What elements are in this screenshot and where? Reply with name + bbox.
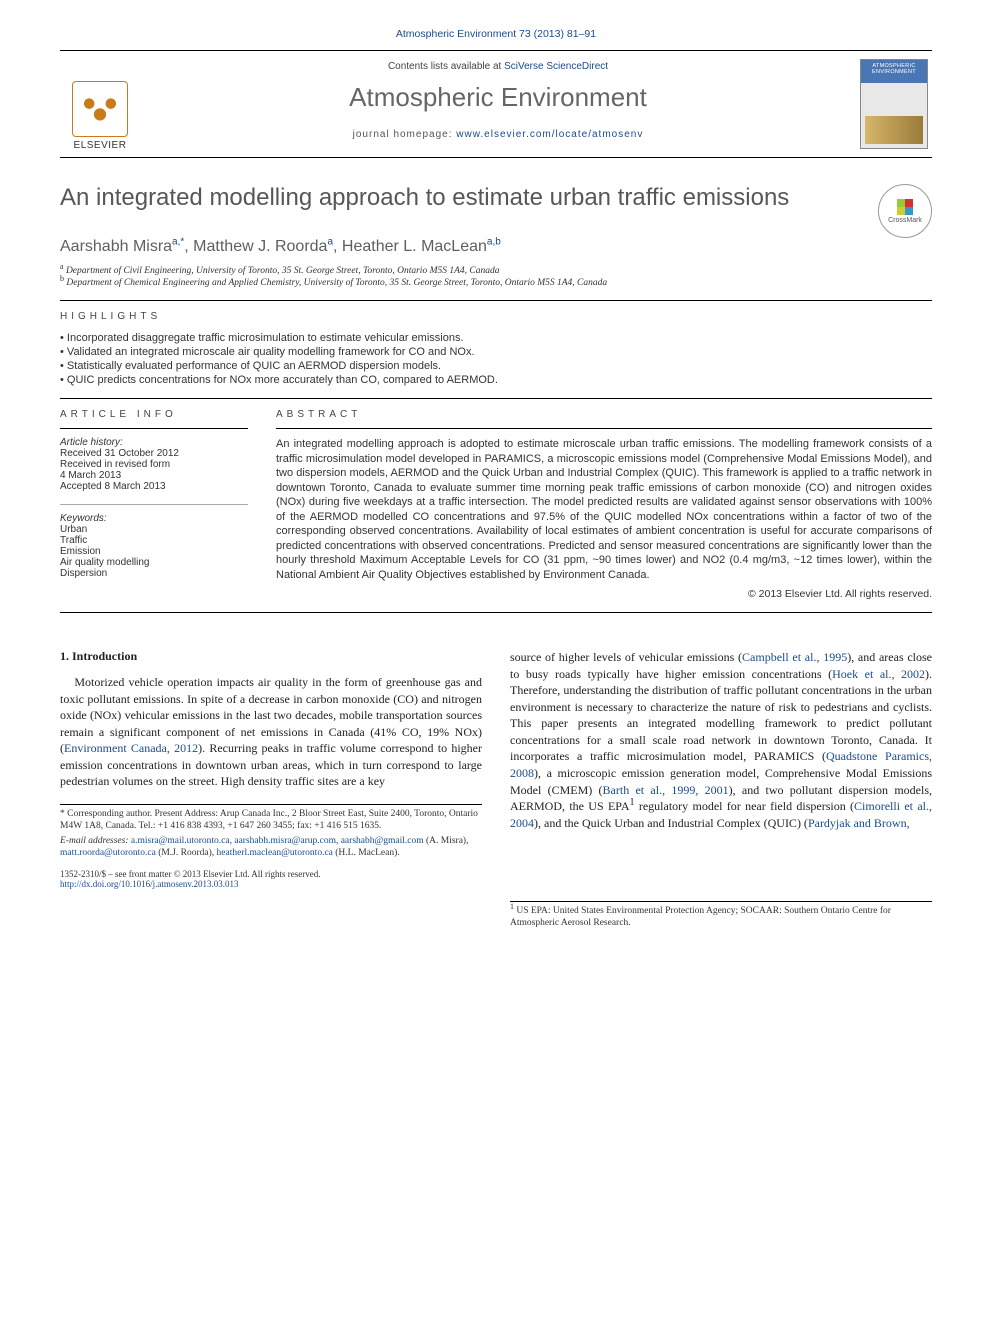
body-column-right: source of higher levels of vehicular emi… xyxy=(510,649,932,930)
article-title: An integrated modelling approach to esti… xyxy=(60,184,789,212)
copyright-line: © 2013 Elsevier Ltd. All rights reserved… xyxy=(276,588,932,600)
running-head: Atmospheric Environment 73 (2013) 81–91 xyxy=(60,28,932,40)
footnote-epa: US EPA: United States Environmental Prot… xyxy=(510,906,891,928)
affiliation-b-text: Department of Chemical Engineering and A… xyxy=(66,278,607,288)
col2-t6: regulatory model for near field dispersi… xyxy=(635,799,855,813)
author-1-affil: a,* xyxy=(172,237,184,248)
keyword: Urban xyxy=(60,524,248,535)
crossmark-badge[interactable]: CrossMark xyxy=(878,184,932,238)
history-line: 4 March 2013 xyxy=(60,470,248,481)
journal-homepage-line: journal homepage: www.elsevier.com/locat… xyxy=(150,129,846,140)
email-link[interactable]: aarshabh@gmail.com xyxy=(341,836,424,846)
journal-cover-block: ATMOSPHERIC ENVIRONMENT xyxy=(850,51,932,157)
keywords-label: Keywords: xyxy=(60,513,248,524)
email-link[interactable]: matt.roorda@utoronto.ca xyxy=(60,848,156,858)
email-link[interactable]: heatherl.maclean@utoronto.ca xyxy=(217,848,333,858)
keyword: Air quality modelling xyxy=(60,557,248,568)
citation-link[interactable]: Environment Canada, 2012 xyxy=(64,741,198,755)
article-info-heading: ARTICLE INFO xyxy=(60,409,248,420)
abstract-text: An integrated modelling approach is adop… xyxy=(276,437,932,582)
journal-name: Atmospheric Environment xyxy=(150,82,846,113)
author-2: Matthew J. Roorda xyxy=(193,238,327,255)
sciencedirect-link[interactable]: SciVerse ScienceDirect xyxy=(504,61,608,72)
journal-cover-thumb: ATMOSPHERIC ENVIRONMENT xyxy=(860,59,928,149)
highlight-item: Statistically evaluated performance of Q… xyxy=(60,360,932,372)
contents-prefix: Contents lists available at xyxy=(388,61,504,72)
crossmark-label: CrossMark xyxy=(888,217,922,224)
keyword: Dispersion xyxy=(60,568,248,579)
publisher-name: ELSEVIER xyxy=(74,140,127,151)
highlight-item: QUIC predicts concentrations for NOx mor… xyxy=(60,374,932,386)
homepage-prefix: journal homepage: xyxy=(353,129,457,140)
affiliation-a-text: Department of Civil Engineering, Univers… xyxy=(66,266,500,276)
section-heading-intro: 1. Introduction xyxy=(60,649,482,664)
citation-link[interactable]: Campbell et al., 1995 xyxy=(742,650,847,664)
corresponding-author-footnote: * Corresponding author. Present Address:… xyxy=(60,809,482,833)
email-label: E-mail addresses: xyxy=(60,836,129,846)
body-column-left: 1. Introduction Motorized vehicle operat… xyxy=(60,649,482,930)
doi-link[interactable]: http://dx.doi.org/10.1016/j.atmosenv.201… xyxy=(60,879,239,889)
affiliation-b: b Department of Chemical Engineering and… xyxy=(60,278,932,288)
highlights-heading: HIGHLIGHTS xyxy=(60,311,932,322)
author-3: Heather L. MacLean xyxy=(342,238,487,255)
citation-link[interactable]: Barth et al., 1999, 2001 xyxy=(603,783,729,797)
article-history: Article history: Received 31 October 201… xyxy=(60,437,248,492)
email-link[interactable]: a.misra@mail.utoronto.ca xyxy=(131,836,230,846)
crossmark-icon xyxy=(897,199,913,215)
footnotes-right: 1 US EPA: United States Environmental Pr… xyxy=(510,901,932,930)
author-2-affil: a xyxy=(327,237,333,248)
elsevier-tree-icon xyxy=(72,81,128,137)
author-list: Aarshabh Misraa,*, Matthew J. Roordaa, H… xyxy=(60,238,932,256)
highlight-item: Validated an integrated microscale air q… xyxy=(60,346,932,358)
author-1: Aarshabh Misra xyxy=(60,238,172,255)
email-link[interactable]: aarshabh.misra@arup.com xyxy=(234,836,336,846)
highlight-item: Incorporated disaggregate traffic micros… xyxy=(60,332,932,344)
contents-available-line: Contents lists available at SciVerse Sci… xyxy=(150,61,846,72)
intro-paragraph: Motorized vehicle operation impacts air … xyxy=(60,674,482,790)
journal-masthead: ELSEVIER Contents lists available at Sci… xyxy=(60,50,932,158)
citation-link[interactable]: Pardyjak and Brown, xyxy=(808,816,910,830)
journal-homepage-link[interactable]: www.elsevier.com/locate/atmosenv xyxy=(456,129,643,140)
publisher-logo-block: ELSEVIER xyxy=(60,51,146,157)
history-line: Received 31 October 2012 xyxy=(60,448,248,459)
footnotes-left: * Corresponding author. Present Address:… xyxy=(60,804,482,860)
intro-paragraph-continued: source of higher levels of vehicular emi… xyxy=(510,649,932,831)
email-person: (H.L. MacLean). xyxy=(335,848,399,858)
footer-issn: 1352-2310/$ – see front matter © 2013 El… xyxy=(60,869,482,879)
keyword: Emission xyxy=(60,546,248,557)
citation-link[interactable]: Hoek et al., 2002 xyxy=(832,667,925,681)
history-label: Article history: xyxy=(60,437,248,448)
col2-t7: ), and the Quick Urban and Industrial Co… xyxy=(534,816,808,830)
footer-issn-block: 1352-2310/$ – see front matter © 2013 El… xyxy=(60,869,482,889)
col2-t1: source of higher levels of vehicular emi… xyxy=(510,650,742,664)
abstract-heading: ABSTRACT xyxy=(276,409,932,420)
cover-title: ATMOSPHERIC ENVIRONMENT xyxy=(861,63,927,75)
history-line: Received in revised form xyxy=(60,459,248,470)
author-3-affil: a,b xyxy=(487,237,501,248)
keyword: Traffic xyxy=(60,535,248,546)
footnote-number: 1 xyxy=(510,902,514,911)
affiliation-a: a Department of Civil Engineering, Unive… xyxy=(60,266,932,276)
email-footnote: E-mail addresses: a.misra@mail.utoronto.… xyxy=(60,836,482,860)
highlights-list: Incorporated disaggregate traffic micros… xyxy=(60,332,932,386)
keywords-block: Keywords: Urban Traffic Emission Air qua… xyxy=(60,513,248,579)
email-person: (M.J. Roorda), xyxy=(158,848,214,858)
history-line: Accepted 8 March 2013 xyxy=(60,481,248,492)
email-person: (A. Misra), xyxy=(426,836,468,846)
